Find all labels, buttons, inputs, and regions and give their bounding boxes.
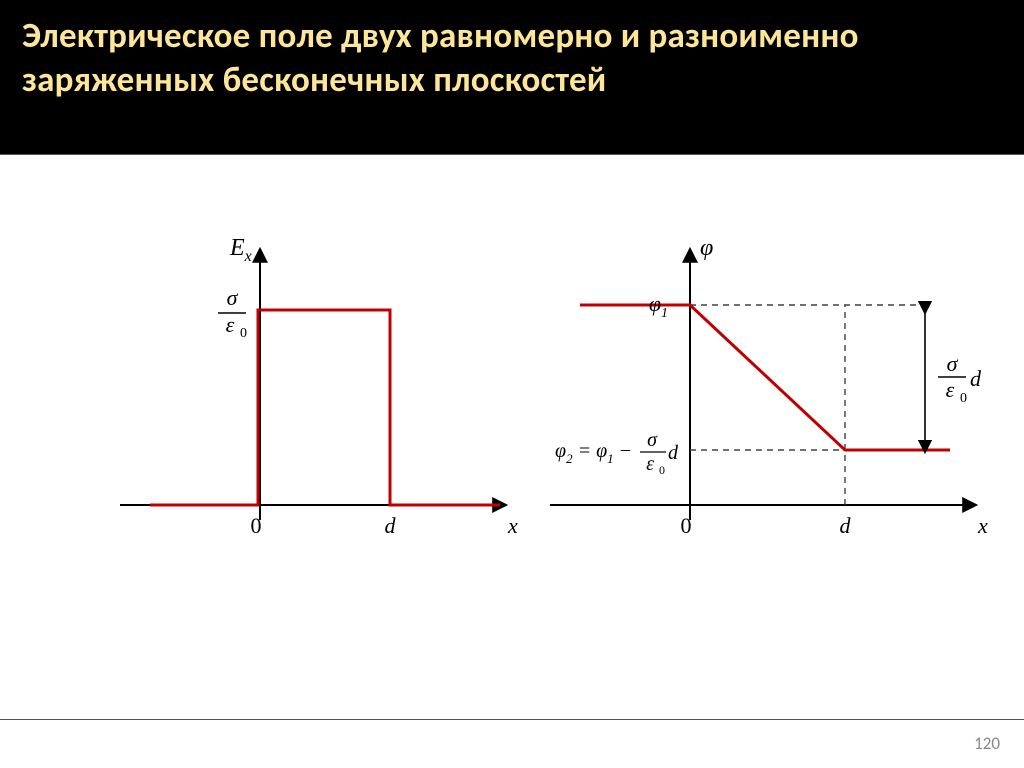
y-axis-label: φ — [700, 235, 713, 261]
eps-sub: 0 — [240, 326, 247, 341]
x-axis-label: x — [507, 513, 518, 538]
potential-chart: σ ε 0 d φ φ1 φ2 = φ1 — [520, 185, 1020, 585]
x-axis-label: x — [977, 513, 988, 538]
y-tick-sigma-eps: σ ε 0 — [218, 285, 247, 341]
svg-text:d: d — [668, 442, 679, 464]
phi1-label: φ1 — [649, 291, 668, 321]
d-tick-label: d — [385, 513, 397, 538]
page-number: 120 — [974, 733, 1000, 754]
origin-label: 0 — [251, 513, 262, 538]
sigma-label: σ — [227, 285, 239, 310]
svg-text:σ: σ — [647, 429, 658, 451]
field-chart: σ ε 0 Ex 0 d x — [40, 185, 520, 585]
body-frame: σ ε 0 Ex 0 d x — [0, 154, 1024, 720]
d-tick-label: d — [840, 513, 852, 538]
potential-plot-line — [580, 305, 950, 450]
annot-sigma: σ — [947, 351, 959, 376]
origin-label: 0 — [681, 513, 692, 538]
annot-eps: ε — [946, 377, 955, 402]
slide-root: Электрическое поле двух равномерно и раз… — [0, 0, 1024, 768]
svg-text:ε: ε — [646, 453, 654, 475]
dim-label: σ ε 0 d — [938, 351, 982, 406]
svg-text:φ2 = φ1 −: φ2 = φ1 − — [555, 440, 632, 466]
slide-title: Электрическое поле двух равномерно и раз… — [22, 14, 1002, 102]
annot-eps-sub: 0 — [960, 391, 967, 406]
field-plot-line — [150, 310, 500, 505]
annot-d: d — [970, 366, 982, 391]
charts-container: σ ε 0 Ex 0 d x — [0, 185, 1024, 605]
svg-text:0: 0 — [659, 463, 665, 477]
phi2-label: φ2 = φ1 − σ ε 0 d — [555, 429, 679, 477]
eps-label: ε — [226, 312, 235, 337]
title-bar: Электрическое поле двух равномерно и раз… — [0, 0, 1024, 154]
y-axis-label: Ex — [229, 235, 252, 265]
